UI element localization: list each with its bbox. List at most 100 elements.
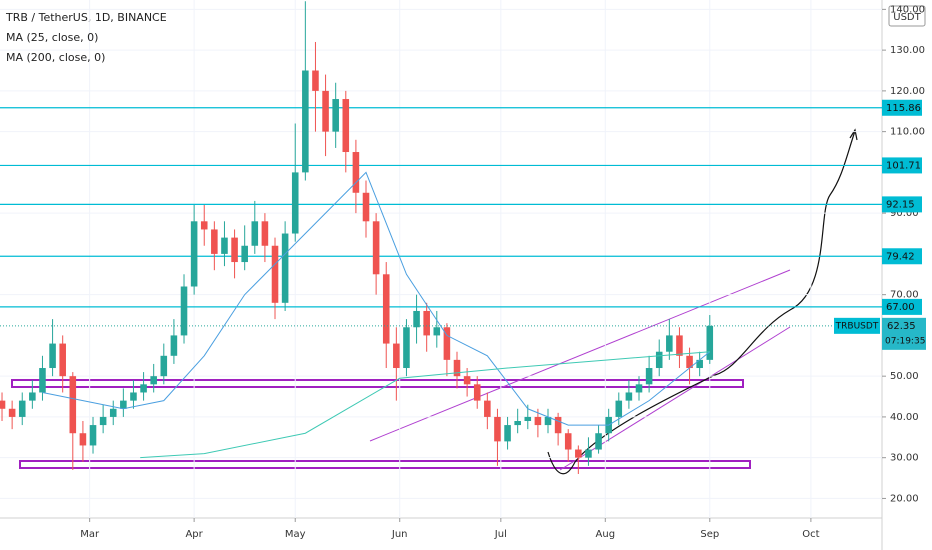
candle-body <box>655 351 663 369</box>
candle-body <box>463 376 471 385</box>
chart-title: TRB / TetherUS, 1D, BINANCE <box>5 11 167 24</box>
candle-body <box>281 233 289 303</box>
candle-body <box>49 343 56 369</box>
current-price-label: 62.35 <box>887 321 916 332</box>
y-tick-label: 30.00 <box>890 453 919 464</box>
y-tick-label: 140.00 <box>890 4 925 15</box>
candle-body <box>706 325 714 360</box>
candle-body <box>89 425 97 446</box>
candle-body <box>494 416 501 442</box>
x-tick-label: Mar <box>80 529 100 540</box>
candle-body <box>625 392 633 401</box>
drawings <box>11 128 858 475</box>
candle-body <box>291 172 299 234</box>
candle-body <box>0 400 6 409</box>
currency-box <box>888 5 926 27</box>
candle-body <box>211 229 218 254</box>
candle-body <box>221 237 228 254</box>
candle-body <box>29 392 36 401</box>
x-tick-label: Oct <box>802 529 819 540</box>
price-level-tag <box>882 248 922 265</box>
candle-body <box>362 192 370 222</box>
x-tick-label: Sep <box>700 529 719 540</box>
price-level-label: 92.15 <box>886 199 915 210</box>
candle-body <box>504 425 511 442</box>
price-level-tag <box>882 196 922 213</box>
y-tick-label: 130.00 <box>890 45 925 56</box>
candle-body <box>109 408 117 417</box>
candle-body <box>261 221 269 246</box>
candle-body <box>676 335 683 356</box>
candle-body <box>372 221 380 275</box>
candle-body <box>544 416 552 426</box>
candle-body <box>585 449 592 458</box>
candle-body <box>8 408 16 417</box>
candle-body <box>524 416 532 422</box>
ma-line <box>140 351 710 459</box>
candle-body <box>69 376 77 434</box>
x-tick-label: May <box>285 529 306 540</box>
candle-body <box>180 286 188 336</box>
x-tick-label: Apr <box>185 529 203 540</box>
candle-body <box>666 335 673 352</box>
price-level-tag <box>882 99 922 116</box>
legend-entry: MA (25, close, 0) <box>6 31 98 44</box>
candle-body <box>322 90 329 132</box>
candle-body <box>423 310 430 336</box>
price-level-tag <box>882 157 922 174</box>
y-tick-label: 110.00 <box>890 127 925 138</box>
candle-body <box>140 384 147 393</box>
projection-arrow <box>547 130 856 475</box>
candle-body <box>696 359 703 369</box>
candle-body <box>352 152 360 193</box>
candle-body <box>686 355 693 369</box>
y-tick-label: 120.00 <box>890 86 925 97</box>
candle-body <box>443 327 451 360</box>
candle-body <box>534 416 542 426</box>
candle-body <box>635 384 643 393</box>
y-tick-label: 50.00 <box>890 371 919 382</box>
candle-body <box>190 221 198 287</box>
candle-body <box>453 359 461 377</box>
candle-body <box>554 416 562 434</box>
candle-body <box>18 400 26 417</box>
candle-body <box>433 327 441 336</box>
countdown-label: 07:19:35 <box>885 336 925 346</box>
y-tick-label: 20.00 <box>890 493 919 504</box>
price-level-label: 101.71 <box>886 160 921 171</box>
candle-body <box>302 70 309 173</box>
legend-entry: MA (200, close, 0) <box>6 51 105 64</box>
price-level-label: 79.42 <box>886 251 915 262</box>
candle-body <box>150 376 157 385</box>
y-tick-label: 40.00 <box>890 412 919 423</box>
price-level-label: 115.86 <box>886 103 921 114</box>
candle-body <box>160 355 168 377</box>
candle-body <box>170 335 178 356</box>
candle-body <box>595 433 602 450</box>
candle-body <box>200 221 208 230</box>
candle-body <box>393 343 400 369</box>
candle-body <box>403 327 410 369</box>
support-zone <box>19 460 751 469</box>
candle-body <box>79 433 87 446</box>
x-tick-label: Jul <box>494 529 507 540</box>
price-level-tag <box>882 298 922 315</box>
candle-body <box>615 400 623 417</box>
currency: USDT <box>893 12 921 23</box>
candle-body <box>39 368 46 393</box>
candle-body <box>473 384 481 401</box>
candle-body <box>575 449 582 458</box>
candle-body <box>120 400 127 409</box>
candle-body <box>271 245 279 303</box>
candle-body <box>645 368 653 385</box>
support-zone <box>11 379 744 388</box>
candle-body <box>342 99 350 153</box>
x-tick-label: Aug <box>596 529 616 540</box>
candle-body <box>413 310 420 328</box>
arrow-head <box>849 128 858 141</box>
symbol-label: TRBUSDT <box>835 321 879 331</box>
ma-line <box>42 171 711 426</box>
candle-body <box>241 245 248 263</box>
symbol-tag <box>834 317 880 334</box>
